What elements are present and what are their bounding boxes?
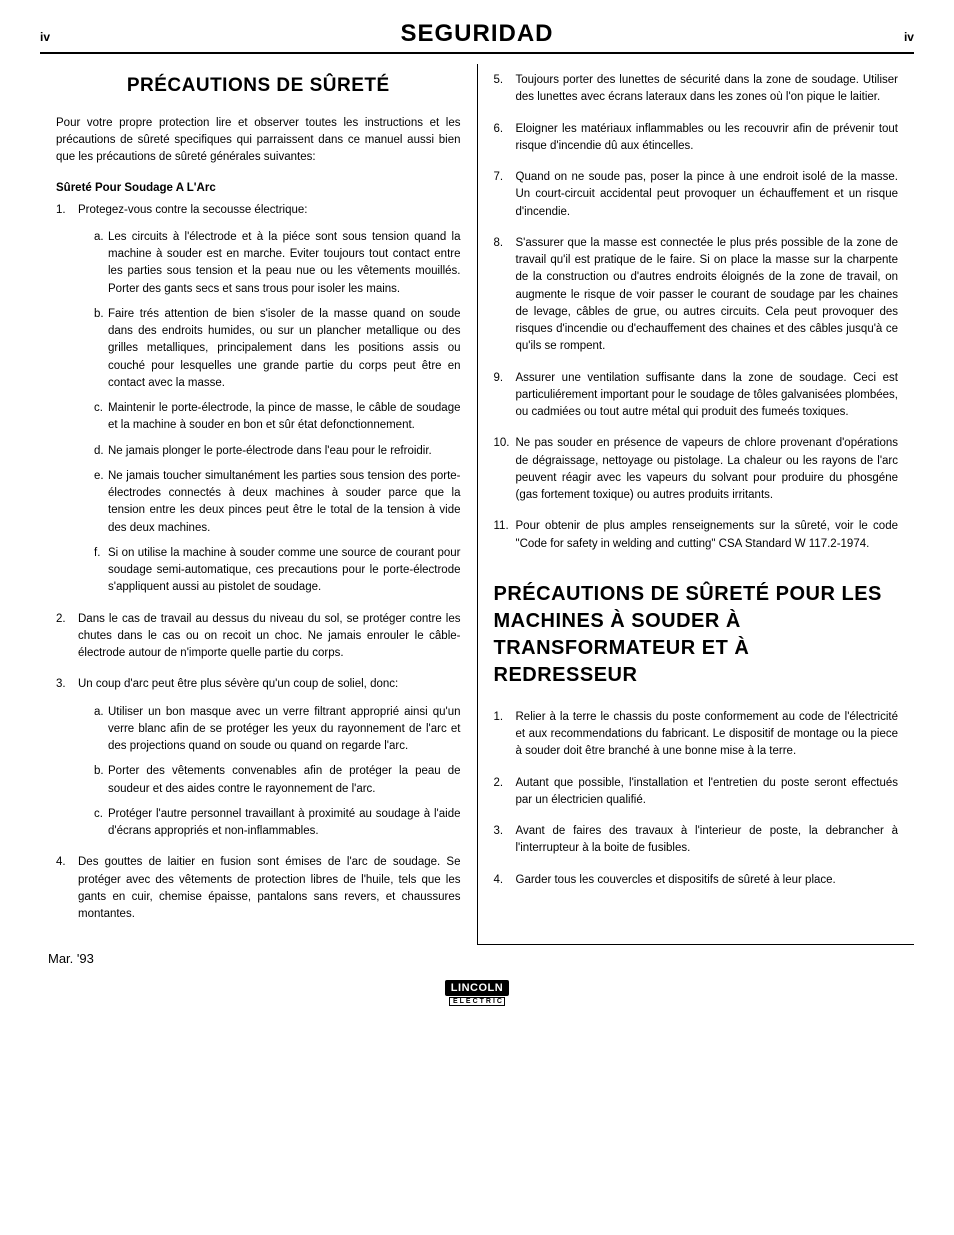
page-header: iv SEGURIDAD iv (40, 20, 914, 54)
list-item: 5. Toujours porter des lunettes de sécuri… (494, 72, 899, 107)
item-text: Autant que possible, l'installation et l… (516, 777, 899, 806)
item-number: 1. (494, 709, 504, 726)
left-column: PRÉCAUTIONS DE SÛRETÉ Pour votre propre … (40, 64, 478, 945)
list-item: 10. Ne pas souder en présence de vapeurs … (494, 435, 899, 504)
item-text: S'assurer que la masse est connectée le … (516, 237, 899, 353)
list-item: 7. Quand on ne soude pas, poser la pince … (494, 169, 899, 221)
subsection-heading: Sûreté Pour Soudage A L'Arc (56, 180, 461, 197)
sub-list: a.Les circuits à l'électrode et à la pié… (78, 229, 461, 597)
item-number: 2. (494, 775, 504, 792)
sub-item-text: Porter des vêtements convenables afin de… (108, 765, 461, 794)
sub-item-letter: b. (94, 763, 104, 780)
item-number: 3. (494, 823, 504, 840)
section-title-2: PRÉCAUTIONS DE SÛRETÉ POUR LES MACHINES … (494, 581, 899, 689)
logo-bottom: ELECTRIC (449, 997, 505, 1006)
list-item: 2. Dans le cas de travail au dessus du ni… (56, 611, 461, 663)
item-text: Assurer une ventilation suffisante dans … (516, 372, 899, 419)
sub-list-item: d. Ne jamais plonger le porte-électrode d… (94, 443, 461, 460)
item-number: 10. (494, 435, 510, 452)
sub-item-text: Maintenir le porte-électrode, la pince d… (108, 402, 461, 431)
sub-list-item: b.Faire trés attention de bien s'isoler … (94, 306, 461, 392)
item-text: Ne pas souder en présence de vapeurs de … (516, 437, 899, 501)
intro-paragraph: Pour votre propre protection lire et obs… (56, 115, 461, 167)
list-item: 1. Relier à la terre le chassis du poste … (494, 709, 899, 761)
sub-list-item: c. Maintenir le porte-électrode, la pince… (94, 400, 461, 435)
page-number-right: iv (904, 30, 914, 44)
page-title: SEGURIDAD (400, 20, 553, 48)
item-number: 1. (56, 202, 66, 219)
list-item: 1. Protegez-vous contre la secousse élect… (56, 202, 461, 597)
page-number-left: iv (40, 30, 50, 44)
item-number: 8. (494, 235, 504, 252)
item-number: 4. (494, 872, 504, 889)
logo-top: LINCOLN (445, 980, 509, 996)
sub-list-item: a.Les circuits à l'électrode et à la pié… (94, 229, 461, 298)
list-item: 9. Assurer une ventilation suffisante dan… (494, 370, 899, 422)
list-item: 2. Autant que possible, l'installation et… (494, 775, 899, 810)
item-number: 7. (494, 169, 504, 186)
list-item: 6. Eloigner les matériaux inflammables ou… (494, 121, 899, 156)
item-text: Quand on ne soude pas, poser la pince à … (516, 171, 899, 218)
sub-item-text: Utiliser un bon masque avec un verre fil… (108, 706, 461, 753)
sub-item-text: Si on utilise la machine à souder comme … (108, 547, 461, 594)
list-item: 4. Des gouttes de laitier en fusion sont … (56, 854, 461, 923)
sub-item-text: Ne jamais toucher simultanément les part… (108, 470, 461, 534)
list-item: 4. Garder tous les couvercles et disposit… (494, 872, 899, 889)
item-number: 4. (56, 854, 66, 871)
logo: LINCOLN ELECTRIC (40, 980, 914, 1008)
sub-item-letter: f. (94, 545, 100, 562)
right-column: 5. Toujours porter des lunettes de sécuri… (478, 64, 915, 945)
left-list: 1. Protegez-vous contre la secousse élect… (56, 202, 461, 924)
item-text: Protegez-vous contre la secousse électri… (78, 204, 307, 216)
sub-item-text: Faire trés attention de bien s'isoler de… (108, 308, 461, 389)
item-text: Relier à la terre le chassis du poste co… (516, 711, 899, 758)
item-text: Eloigner les matériaux inflammables ou l… (516, 123, 899, 152)
sub-item-letter: e. (94, 468, 104, 485)
item-text: Avant de faires des travaux à l'interieu… (516, 825, 899, 854)
item-number: 3. (56, 676, 66, 693)
section-title: PRÉCAUTIONS DE SÛRETÉ (56, 72, 461, 101)
sub-item-letter: c. (94, 806, 103, 823)
item-number: 2. (56, 611, 66, 628)
list-item: 3. Un coup d'arc peut être plus sévère qu… (56, 676, 461, 840)
sub-list-item: e.Ne jamais toucher simultanément les pa… (94, 468, 461, 537)
item-text: Pour obtenir de plus amples renseignemen… (516, 520, 899, 549)
sub-item-letter: b. (94, 306, 104, 323)
content-columns: PRÉCAUTIONS DE SÛRETÉ Pour votre propre … (40, 64, 914, 945)
right-list-2: 1. Relier à la terre le chassis du poste … (494, 709, 899, 889)
list-item: 3. Avant de faires des travaux à l'interi… (494, 823, 899, 858)
sub-item-text: Ne jamais plonger le porte-électrode dan… (108, 445, 432, 457)
sub-list-item: b.Porter des vêtements convenables afin … (94, 763, 461, 798)
date-line: Mar. '93 (40, 951, 914, 966)
item-number: 6. (494, 121, 504, 138)
item-text: Garder tous les couvercles et dispositif… (516, 874, 836, 886)
item-number: 11. (494, 518, 509, 535)
sub-list-item: c. Protéger l'autre personnel travaillant… (94, 806, 461, 841)
item-text: Toujours porter des lunettes de sécurité… (516, 74, 899, 103)
sub-list-item: a.Utiliser un bon masque avec un verre f… (94, 704, 461, 756)
sub-item-text: Les circuits à l'électrode et à la piéce… (108, 231, 461, 295)
sub-list: a.Utiliser un bon masque avec un verre f… (78, 704, 461, 841)
right-list: 5. Toujours porter des lunettes de sécuri… (494, 72, 899, 553)
item-text: Des gouttes de laitier en fusion sont ém… (78, 856, 461, 920)
sub-item-letter: a. (94, 229, 104, 246)
sub-list-item: f. Si on utilise la machine à souder comm… (94, 545, 461, 597)
list-item: 8. S'assurer que la masse est connectée l… (494, 235, 899, 356)
item-text: Un coup d'arc peut être plus sévère qu'u… (78, 678, 398, 690)
item-text: Dans le cas de travail au dessus du nive… (78, 613, 461, 660)
list-item: 11. Pour obtenir de plus amples renseigne… (494, 518, 899, 553)
sub-item-letter: a. (94, 704, 104, 721)
sub-item-letter: c. (94, 400, 103, 417)
item-number: 5. (494, 72, 504, 89)
sub-item-text: Protéger l'autre personnel travaillant à… (108, 808, 461, 837)
item-number: 9. (494, 370, 504, 387)
sub-item-letter: d. (94, 443, 104, 460)
